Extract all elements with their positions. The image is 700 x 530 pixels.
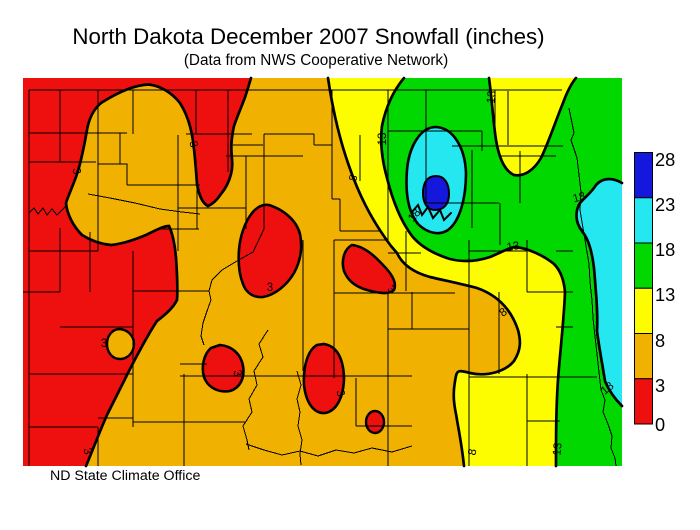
svg-text:3: 3 xyxy=(101,338,107,350)
svg-text:8: 8 xyxy=(467,448,480,456)
svg-text:3: 3 xyxy=(267,282,273,294)
svg-text:13: 13 xyxy=(655,285,675,305)
svg-text:13: 13 xyxy=(551,442,564,456)
svg-text:0: 0 xyxy=(655,415,665,435)
svg-text:3: 3 xyxy=(230,369,243,378)
svg-text:23: 23 xyxy=(655,195,675,215)
svg-text:3: 3 xyxy=(333,389,346,398)
svg-text:3: 3 xyxy=(80,447,93,456)
svg-text:18: 18 xyxy=(655,240,675,260)
svg-text:18: 18 xyxy=(572,191,587,206)
svg-text:8: 8 xyxy=(655,331,665,351)
svg-text:3: 3 xyxy=(186,140,199,149)
svg-text:28: 28 xyxy=(655,150,675,170)
svg-text:3: 3 xyxy=(70,167,83,175)
svg-text:13: 13 xyxy=(377,133,389,146)
svg-text:13: 13 xyxy=(485,90,498,104)
svg-text:13: 13 xyxy=(506,240,521,254)
svg-text:3: 3 xyxy=(655,376,665,396)
svg-text:8: 8 xyxy=(347,173,360,183)
